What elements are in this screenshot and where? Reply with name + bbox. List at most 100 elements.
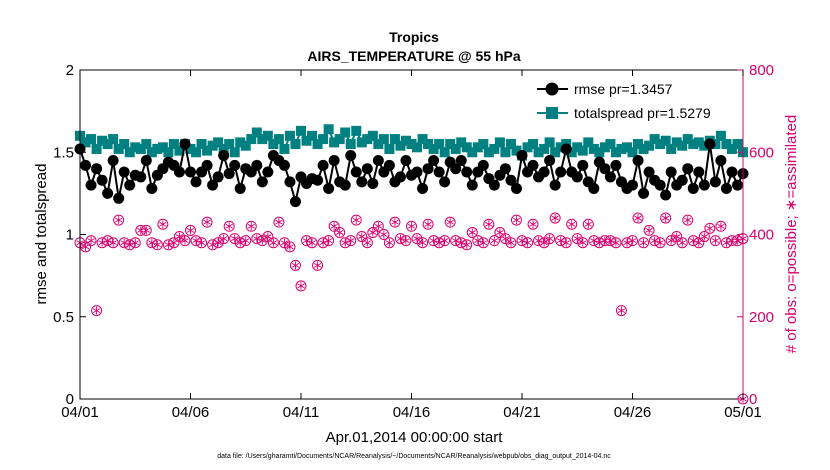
obs-circle [113, 214, 125, 226]
rmse-point [516, 150, 528, 162]
totalspread-point [682, 134, 693, 145]
obs-star [219, 236, 228, 242]
obs-marker [350, 214, 362, 226]
totalspread-point [605, 139, 616, 150]
rmse-point [450, 163, 462, 175]
rmse-point [417, 182, 429, 194]
obs-star [103, 238, 112, 244]
rmse-point [477, 159, 489, 171]
obs-star [556, 238, 565, 244]
obs-circle [212, 237, 224, 249]
totalspread-point [434, 139, 445, 150]
totalspread-point [157, 142, 168, 153]
obs-marker [201, 216, 213, 228]
totalspread-point [423, 139, 434, 150]
obs-circle [129, 237, 141, 249]
obs-star [369, 230, 377, 235]
obs-circle [671, 231, 683, 243]
totalspread-point [91, 143, 102, 154]
rmse-point [499, 163, 511, 175]
obs-marker [107, 237, 119, 249]
obs-star [120, 240, 128, 246]
rmse-point [544, 154, 556, 166]
obs-star [159, 221, 167, 227]
obs-star [114, 217, 123, 223]
totalspread-point [677, 140, 688, 151]
obs-circle [505, 237, 517, 249]
obs-star [457, 240, 465, 246]
obs-star [717, 223, 725, 229]
obs-star [645, 227, 653, 233]
rmse-point [687, 182, 699, 194]
rmse-point [323, 182, 335, 194]
obs-marker [422, 218, 434, 230]
obs-star [711, 238, 720, 244]
rmse-point [599, 163, 611, 175]
obs-star [148, 240, 156, 246]
rmse-point [682, 163, 694, 175]
obs-circle [665, 235, 677, 247]
totalspread-point [130, 142, 141, 153]
totalspread-point [633, 139, 644, 150]
rmse-point [350, 166, 362, 178]
obs-marker [549, 212, 561, 224]
totalspread-point [467, 147, 478, 158]
rmse-point [212, 171, 224, 183]
obs-marker [140, 224, 152, 236]
obs-star [507, 240, 515, 246]
totalspread-point [262, 130, 273, 141]
y2-tick-label: 400 [749, 227, 774, 244]
obs-circle [632, 212, 644, 224]
rmse-point [422, 163, 434, 175]
obs-circle [85, 235, 97, 247]
totalspread-point [141, 139, 152, 150]
obs-star [706, 225, 714, 231]
obs-circle [549, 212, 561, 224]
totalspread-point [511, 145, 522, 156]
rmse-point [455, 154, 467, 166]
obs-circle [267, 237, 279, 249]
legend-box [530, 76, 735, 126]
rmse-point [218, 150, 230, 162]
totalspread-point [273, 134, 284, 145]
obs-circle [400, 235, 412, 247]
obs-marker [533, 235, 545, 247]
totalspread-point [461, 142, 472, 153]
obs-marker [80, 241, 92, 253]
totalspread-point [616, 143, 627, 154]
obs-circle [483, 218, 495, 230]
rmse-point [107, 154, 119, 166]
obs-circle [146, 237, 158, 249]
obs-marker [544, 233, 556, 245]
totalspread-point [732, 139, 743, 150]
totalspread-point [367, 130, 378, 141]
obs-star [269, 240, 278, 246]
obs-marker [157, 218, 169, 230]
obs-circle [367, 226, 379, 238]
rmse-point [394, 171, 406, 183]
chart-subtitle: AIRS_TEMPERATURE @ 55 hPa [307, 48, 521, 64]
obs-star [573, 236, 581, 242]
obs-circle [118, 237, 130, 249]
obs-marker [124, 239, 136, 251]
totalspread-point [334, 134, 345, 145]
obs-star [440, 238, 449, 244]
rmse-point [207, 179, 219, 191]
obs-star [728, 238, 736, 244]
obs-circle [560, 237, 572, 249]
rmse-point [262, 166, 274, 178]
obs-marker [151, 239, 163, 251]
rmse-point [113, 192, 125, 204]
obs-marker [444, 216, 456, 228]
obs-circle [566, 218, 578, 230]
obs-marker [129, 237, 141, 249]
obs-star [92, 308, 101, 313]
obs-star [396, 236, 405, 242]
totalspread-point [583, 137, 594, 148]
obs-marker [273, 216, 285, 228]
totalspread-point [384, 143, 395, 154]
totalspread-point [445, 139, 456, 150]
obs-star [601, 238, 609, 244]
rmse-point [251, 159, 263, 171]
rmse-point [660, 189, 672, 201]
